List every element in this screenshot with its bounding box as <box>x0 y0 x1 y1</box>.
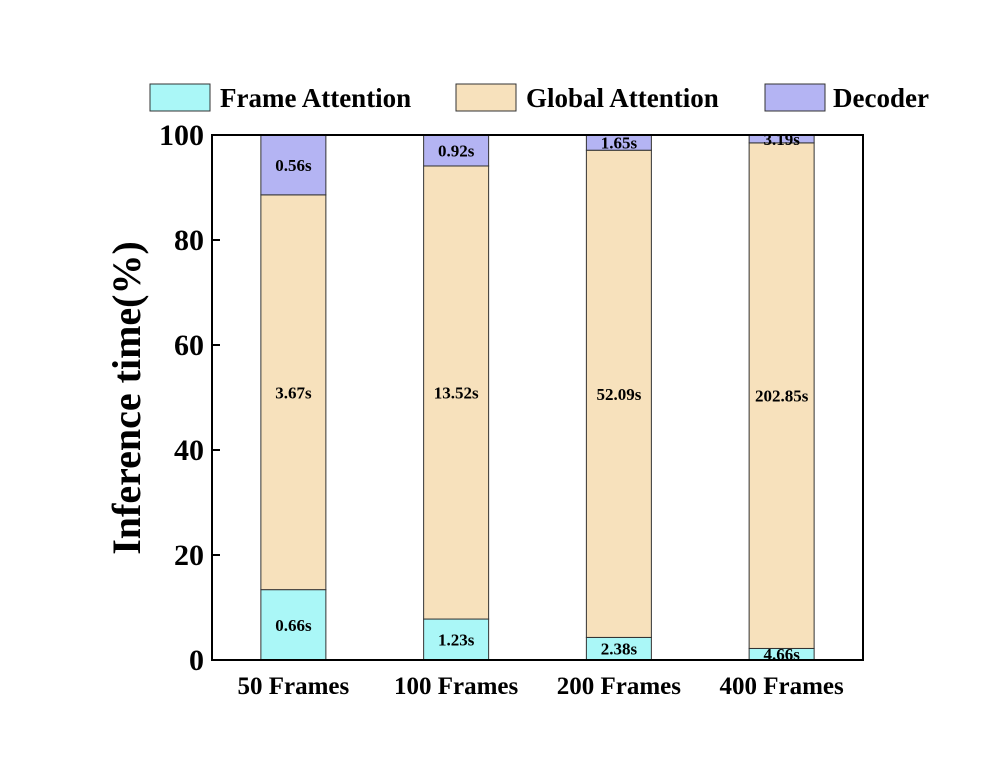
data-label: 13.52s <box>434 384 479 403</box>
legend-swatch-decoder <box>764 83 826 112</box>
bars: 0.66s 3.67s 0.56s 1.23s 13.52s 0.92s 2.38s 52.0… <box>260 130 815 664</box>
x-tick-label: 50 Frames <box>237 673 349 700</box>
bar-segment <box>260 134 327 196</box>
bar-segment <box>423 165 490 620</box>
data-label: 52.09s <box>596 385 641 404</box>
bar-segment <box>423 134 490 167</box>
data-label: 202.85s <box>755 387 809 406</box>
legend: Frame Attention Global Attention Decoder <box>149 83 929 113</box>
data-label: 2.38s <box>601 640 638 659</box>
legend-label-global-attention: Global Attention <box>526 83 719 113</box>
y-tick-label: 60 <box>174 329 204 362</box>
legend-swatch-global-attention <box>455 83 517 112</box>
y-tick-label: 0 <box>189 644 204 677</box>
y-tick-label: 80 <box>174 224 204 257</box>
bar-segment <box>260 194 327 591</box>
data-label: 0.92s <box>438 141 475 160</box>
x-tick-label: 400 Frames <box>719 673 844 700</box>
data-label: 3.19s <box>763 130 800 149</box>
data-label: 3.67s <box>275 383 312 402</box>
data-label: 0.56s <box>275 156 312 175</box>
y-tick-label: 40 <box>174 434 204 467</box>
x-tick-label: 100 Frames <box>394 673 519 700</box>
x-tick-label: 200 Frames <box>557 673 682 700</box>
plot-frame <box>211 134 864 661</box>
legend-label-frame-attention: Frame Attention <box>220 83 411 113</box>
legend-swatch-frame-attention <box>149 83 211 112</box>
bar-segment <box>748 142 815 649</box>
y-axis: 0 20 40 60 80 100 <box>159 119 220 677</box>
y-tick-label: 100 <box>159 119 204 152</box>
y-tick-label: 20 <box>174 539 204 572</box>
data-label: 1.23s <box>438 631 475 650</box>
y-axis-label: Inference time(%) <box>104 241 149 555</box>
x-axis: 50 Frames 100 Frames 200 Frames 400 Frames <box>237 673 844 700</box>
legend-label-decoder: Decoder <box>833 83 929 113</box>
data-label: 1.65s <box>601 134 638 153</box>
data-label: 0.66s <box>275 616 312 635</box>
